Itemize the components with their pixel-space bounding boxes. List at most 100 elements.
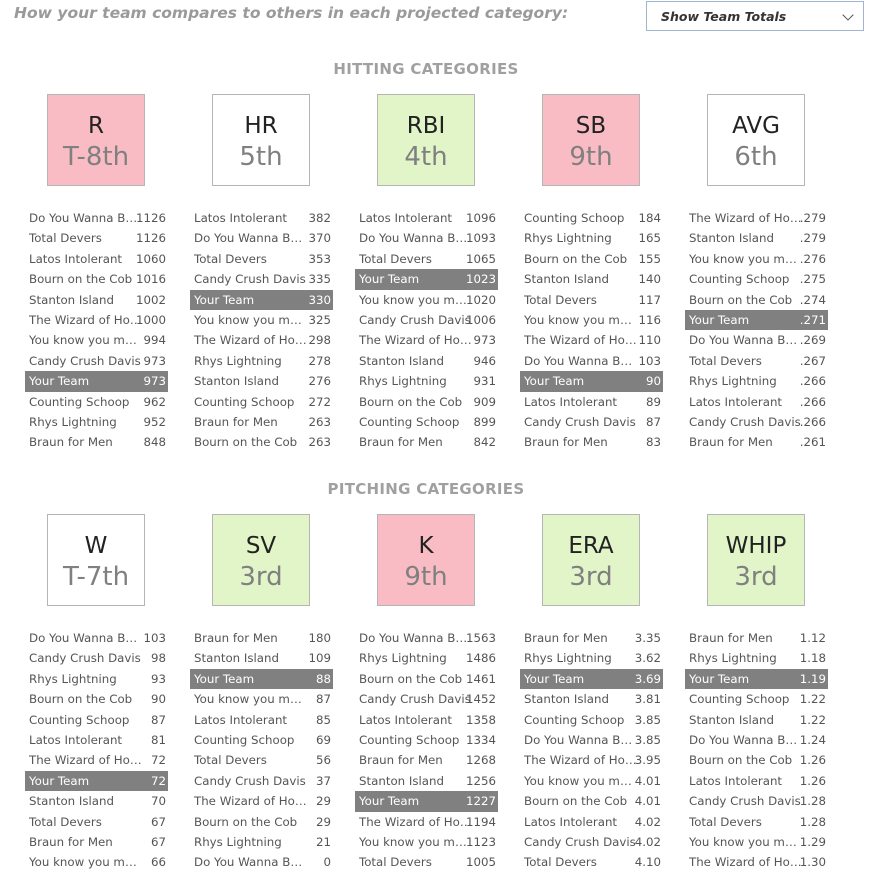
ranking-row: Bourn on the Cob 1.26 [685, 750, 828, 770]
team-name: Stanton Island [524, 692, 609, 707]
category-card-avg[interactable]: AVG 6th [707, 94, 805, 186]
team-name: Total Devers [359, 251, 432, 266]
team-value: 1.28 [799, 814, 826, 829]
team-name: The Wizard of Hoskins [689, 211, 802, 225]
ranking-row: Counting Schoop 1.22 [685, 689, 828, 709]
team-value: 994 [143, 333, 166, 348]
ranking-row: Do You Wanna Build a Snowman.269 [685, 330, 828, 350]
view-select-value: Show Team Totals [661, 8, 787, 24]
team-value: 1065 [465, 251, 496, 266]
team-value: 1.18 [799, 651, 826, 666]
category-card-r[interactable]: R T-8th [47, 94, 145, 186]
team-value: 952 [143, 414, 166, 429]
team-name: Latos Intolerant [29, 732, 123, 747]
team-value: .266 [799, 374, 826, 389]
team-value: 370 [308, 231, 331, 246]
ranking-list-sb: Counting Schoop 184 Rhys Lightning 165 Bourn… [520, 208, 663, 453]
team-value: 1.24 [799, 732, 826, 747]
ranking-row: You know you make me wanna116 [520, 310, 663, 330]
category-rank: 9th [569, 142, 613, 172]
team-name: Do You Wanna Build a Snowman [359, 231, 472, 246]
team-name: Rhys Lightning [689, 651, 777, 666]
ranking-row: Braun for Men 180 [190, 628, 333, 648]
ranking-row: Do You Wanna Build a Snowman1126 [25, 208, 168, 228]
team-name: Do You Wanna Build a Snowman [194, 855, 307, 870]
team-value: 93 [150, 671, 166, 686]
team-value: 973 [143, 374, 166, 389]
category-card-era[interactable]: ERA 3rd [542, 514, 640, 606]
category-card-sb[interactable]: SB 9th [542, 94, 640, 186]
category-rank: T-7th [62, 562, 130, 592]
team-name: Counting Schoop [194, 732, 295, 747]
team-value: 1256 [465, 773, 496, 788]
team-value: 3.85 [634, 712, 661, 727]
team-value: 1.12 [799, 631, 826, 645]
ranking-row-your-team: Your Team 1227 [355, 791, 498, 812]
ranking-row: You know you make me wanna1123 [355, 832, 498, 852]
ranking-row: Rhys Lightning 21 [190, 832, 333, 852]
team-name: Counting Schoop [524, 712, 625, 727]
team-name: Your Team [359, 794, 420, 809]
category-card-whip[interactable]: WHIP 3rd [707, 514, 805, 606]
team-name: Braun for Men [689, 435, 773, 450]
team-value: 973 [143, 353, 166, 368]
category-rank: 6th [734, 142, 778, 172]
ranking-row: The Wizard of Hoskins1194 [355, 812, 498, 832]
team-value: 1126 [135, 211, 166, 225]
team-value: 66 [150, 855, 166, 870]
team-name: Do You Wanna Build a Snowman [689, 732, 802, 747]
ranking-row: Candy Crush Davis 1452 [355, 689, 498, 709]
team-value: 1227 [465, 794, 496, 809]
category-card-sv[interactable]: SV 3rd [212, 514, 310, 606]
team-value: 3.62 [634, 651, 661, 666]
team-value: 1006 [465, 312, 496, 327]
ranking-row: Rhys Lightning 952 [25, 412, 168, 432]
ranking-row: Stanton Island 1002 [25, 290, 168, 310]
ranking-row: Do You Wanna Build a Snowman1093 [355, 228, 498, 248]
team-name: Rhys Lightning [359, 651, 447, 666]
ranking-row-your-team: Your Team 90 [520, 371, 663, 392]
ranking-row: Counting Schoop 1334 [355, 730, 498, 750]
category-card-rbi[interactable]: RBI 4th [377, 94, 475, 186]
team-name: Candy Crush Davis [194, 773, 306, 788]
ranking-row: Candy Crush Davis 37 [190, 771, 333, 791]
team-value: 83 [645, 435, 661, 450]
team-name: Stanton Island [359, 353, 444, 368]
ranking-row: Do You Wanna Build a Snowman1563 [355, 628, 498, 648]
team-value: 1.30 [799, 855, 826, 870]
team-name: You know you make me wanna [29, 855, 142, 870]
team-value: 325 [308, 312, 331, 327]
category-name: W [84, 533, 108, 559]
ranking-row: Stanton Island 70 [25, 791, 168, 811]
ranking-row: Latos Intolerant 89 [520, 392, 663, 412]
team-value: .267 [799, 353, 826, 368]
team-name: Candy Crush Davis [689, 794, 801, 809]
team-value: 81 [150, 732, 166, 747]
team-value: 1.28 [799, 794, 826, 809]
ranking-row: Bourn on the Cob 1016 [25, 269, 168, 289]
ranking-row: Braun for Men 263 [190, 412, 333, 432]
category-card-hr[interactable]: HR 5th [212, 94, 310, 186]
ranking-row: Latos Intolerant .266 [685, 392, 828, 412]
view-select[interactable]: Show Team Totals [646, 1, 864, 31]
team-name: You know you make me wanna [29, 333, 142, 348]
team-name: You know you make me wanna [359, 292, 472, 307]
category-card-w[interactable]: W T-7th [47, 514, 145, 606]
team-name: Stanton Island [194, 374, 279, 389]
ranking-row: You know you make me wanna994 [25, 330, 168, 350]
team-name: Braun for Men [194, 631, 278, 645]
category-card-k[interactable]: K 9th [377, 514, 475, 606]
team-value: 72 [150, 773, 166, 788]
team-value: .261 [799, 435, 826, 450]
team-name: Candy Crush Davis [359, 312, 471, 327]
ranking-row: The Wizard of Hoskins 72 [25, 750, 168, 770]
team-name: Rhys Lightning [194, 834, 282, 849]
ranking-row: Bourn on the Cob .274 [685, 290, 828, 310]
ranking-row: Braun for Men 3.35 [520, 628, 663, 648]
team-value: 1096 [465, 211, 496, 225]
team-value: 1060 [135, 251, 166, 266]
ranking-row: Bourn on the Cob 1461 [355, 669, 498, 689]
ranking-row: Stanton Island 1256 [355, 771, 498, 791]
team-value: .269 [799, 333, 826, 348]
ranking-row: Braun for Men 67 [25, 832, 168, 852]
